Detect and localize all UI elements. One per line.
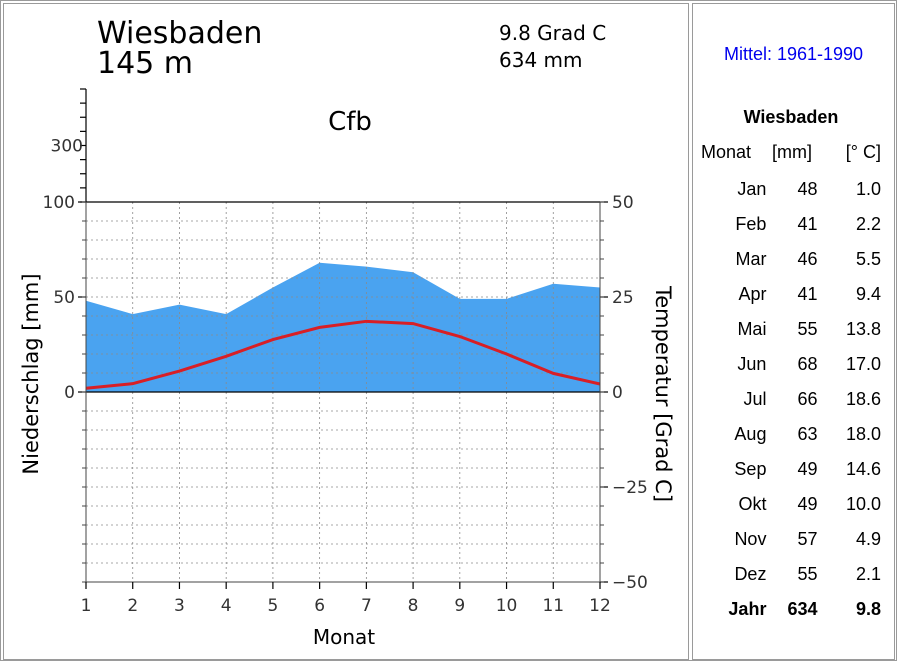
cell-precip: 49 (797, 494, 818, 514)
cell-temp: 18.6 (845, 389, 881, 409)
y-axis-left-title: Niederschlag [mm] (19, 273, 43, 474)
cell-precip: 55 (797, 564, 818, 584)
climate-diagram: Wiesbaden 145 m 9.8 Grad C 634 mm Cfb 30… (19, 16, 675, 649)
table-row: Aug 63 18.0 (701, 417, 881, 452)
header-precip: [mm] (772, 141, 813, 162)
upper-precip-ticks: 300 (51, 88, 86, 203)
cell-temp: 13.8 (845, 319, 881, 339)
table-row: Dez 55 2.1 (701, 557, 881, 592)
y-left-tick-label: 0 (64, 383, 75, 403)
x-tick-label: 9 (454, 596, 465, 616)
cell-month: Okt (738, 494, 767, 514)
cell-precip: 55 (797, 319, 818, 339)
y-left-tick-label: 100 (43, 193, 75, 213)
x-tick-label: 12 (589, 596, 611, 616)
cell-temp: 17.0 (845, 354, 881, 374)
annual-precipitation: 634 mm (499, 48, 583, 72)
x-tick-label: 10 (496, 596, 518, 616)
temperature-line (85, 319, 601, 390)
cell-precip: 68 (797, 354, 818, 374)
cell-precip: 63 (797, 424, 818, 444)
cell-precip: 46 (797, 249, 818, 269)
x-tick-label: 7 (361, 596, 372, 616)
cell-temp: 9.4 (855, 284, 881, 304)
table-header-row: Monat [mm] [° C] (701, 132, 881, 172)
x-tick-label: 6 (314, 596, 325, 616)
cell-month: Aug (734, 424, 767, 444)
total-precip: 634 (787, 599, 818, 619)
cell-month: Jul (743, 389, 767, 409)
cell-precip: 66 (797, 389, 818, 409)
cell-month: Jan (737, 179, 767, 199)
y-left-tick-label: 50 (53, 288, 75, 308)
y-axis-right-title: Temperatur [Grad C] (651, 285, 675, 502)
x-tick-label: 8 (408, 596, 419, 616)
y-right-tick-label: 25 (612, 288, 634, 308)
x-tick-label: 5 (267, 596, 278, 616)
cell-month: Sep (734, 459, 767, 479)
cell-temp: 4.9 (855, 529, 881, 549)
cell-temp: 14.6 (845, 459, 881, 479)
x-tick-label: 4 (221, 596, 232, 616)
climate-class: Cfb (328, 107, 372, 137)
cell-month: Jun (737, 354, 767, 374)
table-row: Sep 49 14.6 (701, 452, 881, 487)
cell-precip: 49 (797, 459, 818, 479)
x-tick-label: 3 (174, 596, 185, 616)
y-right-tick-label: 0 (612, 383, 623, 403)
table-row: Nov 57 4.9 (701, 522, 881, 557)
cell-month: Apr (738, 284, 767, 304)
table-row: Jul 66 18.6 (701, 382, 881, 417)
climate-table: Wiesbaden Monat [mm] [° C] Jan 48 1.0 Feb 4… (701, 102, 881, 627)
table-row: Feb 41 2.2 (701, 207, 881, 242)
table-row: Jan 48 1.0 (701, 172, 881, 207)
cell-precip: 41 (797, 214, 818, 234)
table-row: Jun 68 17.0 (701, 347, 881, 382)
annual-temperature: 9.8 Grad C (499, 21, 606, 45)
table-station-name: Wiesbaden (743, 106, 839, 127)
y-right-tick-label: −25 (612, 478, 648, 498)
cell-temp: 18.0 (845, 424, 881, 444)
cell-temp: 2.2 (855, 214, 881, 234)
cell-temp: 10.0 (845, 494, 881, 514)
x-tick-label: 1 (81, 596, 92, 616)
x-tick-label: 2 (127, 596, 138, 616)
header-temp: [° C] (845, 141, 881, 162)
cell-temp: 5.5 (855, 249, 881, 269)
cell-precip: 48 (797, 179, 818, 199)
station-title: Wiesbaden (97, 16, 262, 51)
cell-precip: 41 (797, 284, 818, 304)
table-total-row: Jahr 634 9.8 (701, 592, 881, 627)
table-row: Mar 46 5.5 (701, 242, 881, 277)
y-right-tick-label: −50 (612, 573, 648, 593)
cell-month: Mai (737, 319, 767, 339)
table-row: Okt 49 10.0 (701, 487, 881, 522)
cell-month: Feb (735, 214, 767, 234)
upper-precip-tick-label: 300 (51, 137, 83, 157)
total-temp: 9.8 (855, 599, 881, 619)
total-label: Jahr (728, 599, 767, 619)
cell-temp: 2.1 (855, 564, 881, 584)
cell-month: Nov (734, 529, 767, 549)
y-right-tick-label: 50 (612, 193, 634, 213)
cell-month: Mar (735, 249, 767, 269)
x-tick-label: 11 (542, 596, 564, 616)
cell-precip: 57 (797, 529, 818, 549)
climate-diagram-panel: Wiesbaden 145 m 9.8 Grad C 634 mm Cfb 30… (3, 3, 689, 660)
table-row: Mai 55 13.8 (701, 312, 881, 347)
header-month: Monat (701, 141, 752, 162)
climate-table-panel: Mittel: 1961-1990 Wiesbaden Monat [mm] [… (692, 3, 895, 660)
cell-temp: 1.0 (855, 179, 881, 199)
cell-month: Dez (734, 564, 767, 584)
station-elevation: 145 m (97, 46, 193, 81)
x-axis-title: Monat (313, 625, 375, 649)
averaging-period: Mittel: 1961-1990 (723, 44, 864, 64)
table-row: Apr 41 9.4 (701, 277, 881, 312)
